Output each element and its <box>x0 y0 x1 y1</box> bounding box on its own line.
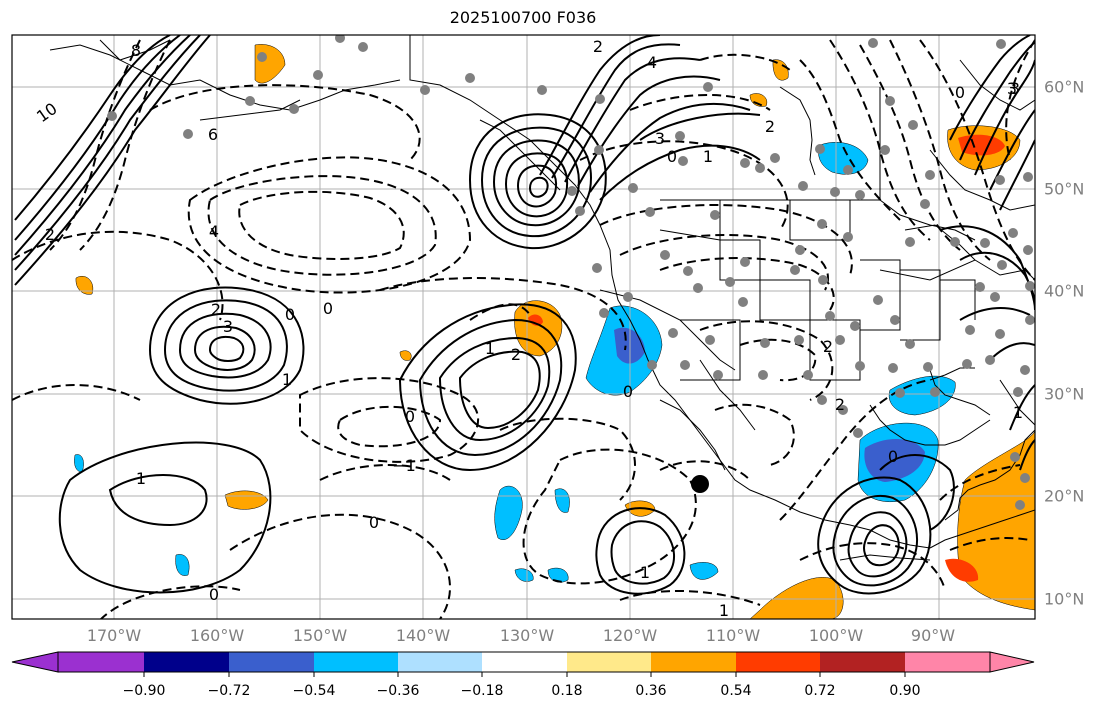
longitude-label: 140°W <box>395 626 451 645</box>
contour-label: −1 <box>392 456 416 475</box>
colorbar-segment <box>736 652 820 672</box>
latitude-label: 40°N <box>1044 281 1085 301</box>
latitude-label: 60°N <box>1044 77 1085 97</box>
contour-label: 1 <box>719 601 729 620</box>
colorbar-tick-label: 0.54 <box>720 683 752 699</box>
contour-label: 0 <box>285 305 295 324</box>
contour-label: 1 <box>282 370 292 389</box>
contour-label: 0 <box>888 447 898 466</box>
colorbar-tick-label: 0.18 <box>551 683 583 699</box>
latitude-label: 20°N <box>1044 486 1085 506</box>
colorbar-low-arrow <box>11 651 59 673</box>
contour-label: 8 <box>131 41 141 60</box>
contour-label: 2 <box>835 395 845 414</box>
colorbar-tick-label: 0.36 <box>635 683 667 699</box>
longitude-label: 160°W <box>189 626 245 645</box>
map-frame <box>11 34 1036 620</box>
colorbar-tick-label: −0.18 <box>460 683 504 699</box>
contour-label: 3 <box>1010 79 1020 98</box>
longitude-label: 170°W <box>86 626 142 645</box>
contour-label: 0 <box>667 147 677 166</box>
contour-label: 0 <box>955 83 965 102</box>
contour-label: 3 <box>223 317 233 336</box>
longitude-label: 100°W <box>808 626 864 645</box>
longitude-label: 130°W <box>499 626 555 645</box>
colorbar <box>11 651 1035 677</box>
contour-label: 2 <box>211 300 221 319</box>
longitude-label: 120°W <box>602 626 658 645</box>
contour-label: 2 <box>593 37 603 56</box>
center-marker <box>691 475 709 493</box>
colorbar-tick-label: 0.90 <box>889 683 921 699</box>
colorbar-segment <box>905 652 990 672</box>
colorbar-tick-label: −0.54 <box>292 683 336 699</box>
contour-label: 4 <box>209 222 219 241</box>
longitude-label: 110°W <box>705 626 761 645</box>
solid-contours <box>14 35 1035 595</box>
map-title: 2025100700 F036 <box>449 8 597 27</box>
contour-label: 4 <box>647 53 657 72</box>
colorbar-high-arrow <box>989 651 1035 673</box>
colorbar-segment <box>314 652 398 672</box>
contour-label: 0 <box>623 382 633 401</box>
colorbar-tick-label: −0.72 <box>207 683 251 699</box>
contour-label: 2 <box>511 345 521 364</box>
contour-label: 6 <box>208 125 218 144</box>
contour-label: 1 <box>136 469 146 488</box>
contour-label: 0 <box>209 585 219 604</box>
colorbar-segment <box>144 652 229 672</box>
colorbar-segment <box>482 652 567 672</box>
colorbar-frame <box>57 651 991 673</box>
colorbar-tick-label: −0.36 <box>376 683 420 699</box>
contour-label: 1 <box>485 339 495 358</box>
colorbar-tick-label: −0.90 <box>122 683 166 699</box>
colorbar-segment <box>651 652 736 672</box>
contour-label: 2 <box>45 225 55 244</box>
contour-label: 3 <box>1007 79 1017 98</box>
colorbar-segment <box>398 652 482 672</box>
latitude-label: 30°N <box>1044 384 1085 404</box>
contour-label: 1 <box>703 147 713 166</box>
contour-label: 1 <box>640 563 650 582</box>
longitude-label: 90°W <box>910 626 956 645</box>
latitude-label: 10°N <box>1044 589 1085 609</box>
contour-label: 3 <box>655 129 665 148</box>
contour-label: 0 <box>369 513 379 532</box>
contour-label: 1 <box>1013 403 1023 422</box>
station-dots <box>107 35 1035 510</box>
contour-label: 0 <box>405 407 415 426</box>
colorbar-segment <box>229 652 314 672</box>
gridlines <box>12 35 1035 619</box>
latitude-label: 50°N <box>1044 179 1085 199</box>
colorbar-segment <box>820 652 905 672</box>
colorbar-tick-label: 0.72 <box>804 683 836 699</box>
colorbar-segment <box>58 652 144 672</box>
contour-label: 2 <box>823 337 833 356</box>
colorbar-segment <box>567 652 651 672</box>
coastlines <box>49 35 1035 561</box>
longitude-label: 150°W <box>292 626 348 645</box>
contour-labels: 10 8 6 4 2 0 −1 1 2 3 4 3 2 0 1 2 3 0 0 … <box>33 37 1023 620</box>
contour-label: 0 <box>323 299 333 318</box>
contour-label: 2 <box>765 117 775 136</box>
